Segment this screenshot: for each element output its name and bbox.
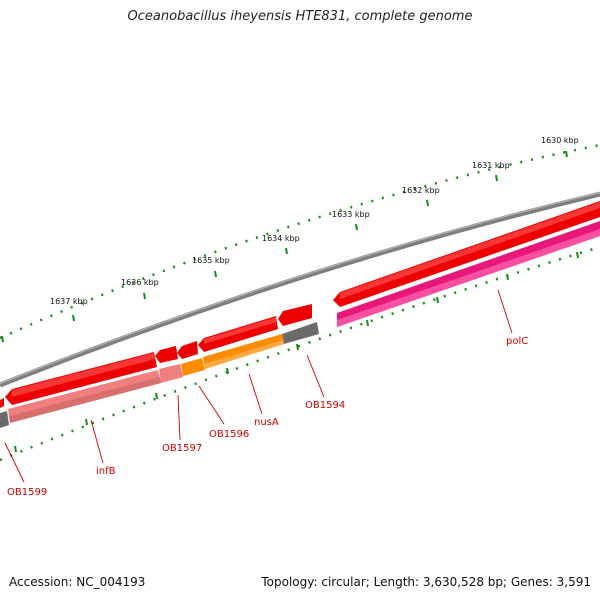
kbp-label-1636: 1636 kbp xyxy=(121,278,159,287)
gene-OB1596-forward[interactable] xyxy=(177,341,198,359)
forward-strand-genes xyxy=(0,201,600,408)
label-leaders xyxy=(4,289,513,483)
gene-OB1599-forward[interactable] xyxy=(0,398,4,408)
gene-label-OB1597[interactable]: OB1597 xyxy=(162,443,202,454)
gene-OB1597-reverse[interactable] xyxy=(159,364,183,383)
kbp-label-1631: 1631 kbp xyxy=(472,161,510,170)
gene-OB1599-reverse[interactable] xyxy=(0,411,9,428)
genome-backbone xyxy=(0,191,600,388)
kbp-label-1630: 1630 kbp xyxy=(541,136,579,145)
outer-major-ticks xyxy=(1,150,568,343)
inner-strand-genes xyxy=(0,221,600,428)
kbp-label-1637: 1637 kbp xyxy=(50,297,88,306)
map-title: Oceanobacillus iheyensis HTE831, complet… xyxy=(127,9,473,24)
gene-OB1597-forward[interactable] xyxy=(155,346,178,363)
kbp-label-1633: 1633 kbp xyxy=(332,210,370,219)
genome-stats-text: Topology: circular; Length: 3,630,528 bp… xyxy=(261,575,591,589)
kbp-label-1632: 1632 kbp xyxy=(402,186,440,195)
gene-label-OB1599[interactable]: OB1599 xyxy=(7,487,47,498)
kbp-label-1634: 1634 kbp xyxy=(262,234,300,243)
gene-label-OB1594[interactable]: OB1594 xyxy=(305,400,345,411)
gene-OB1596-reverse[interactable] xyxy=(181,358,205,376)
gene-OB1594-reverse[interactable] xyxy=(282,322,319,344)
gene-label-polC[interactable]: polC xyxy=(506,336,528,347)
gene-label-nusA[interactable]: nusA xyxy=(254,417,279,428)
gene-label-OB1596[interactable]: OB1596 xyxy=(209,429,249,440)
kbp-label-1635: 1635 kbp xyxy=(192,256,230,265)
inner-major-ticks xyxy=(14,251,579,453)
accession-text: Accession: NC_004193 xyxy=(9,575,146,589)
gene-OB1594-forward[interactable] xyxy=(278,304,312,326)
gene-label-infB[interactable]: infB xyxy=(96,466,116,477)
